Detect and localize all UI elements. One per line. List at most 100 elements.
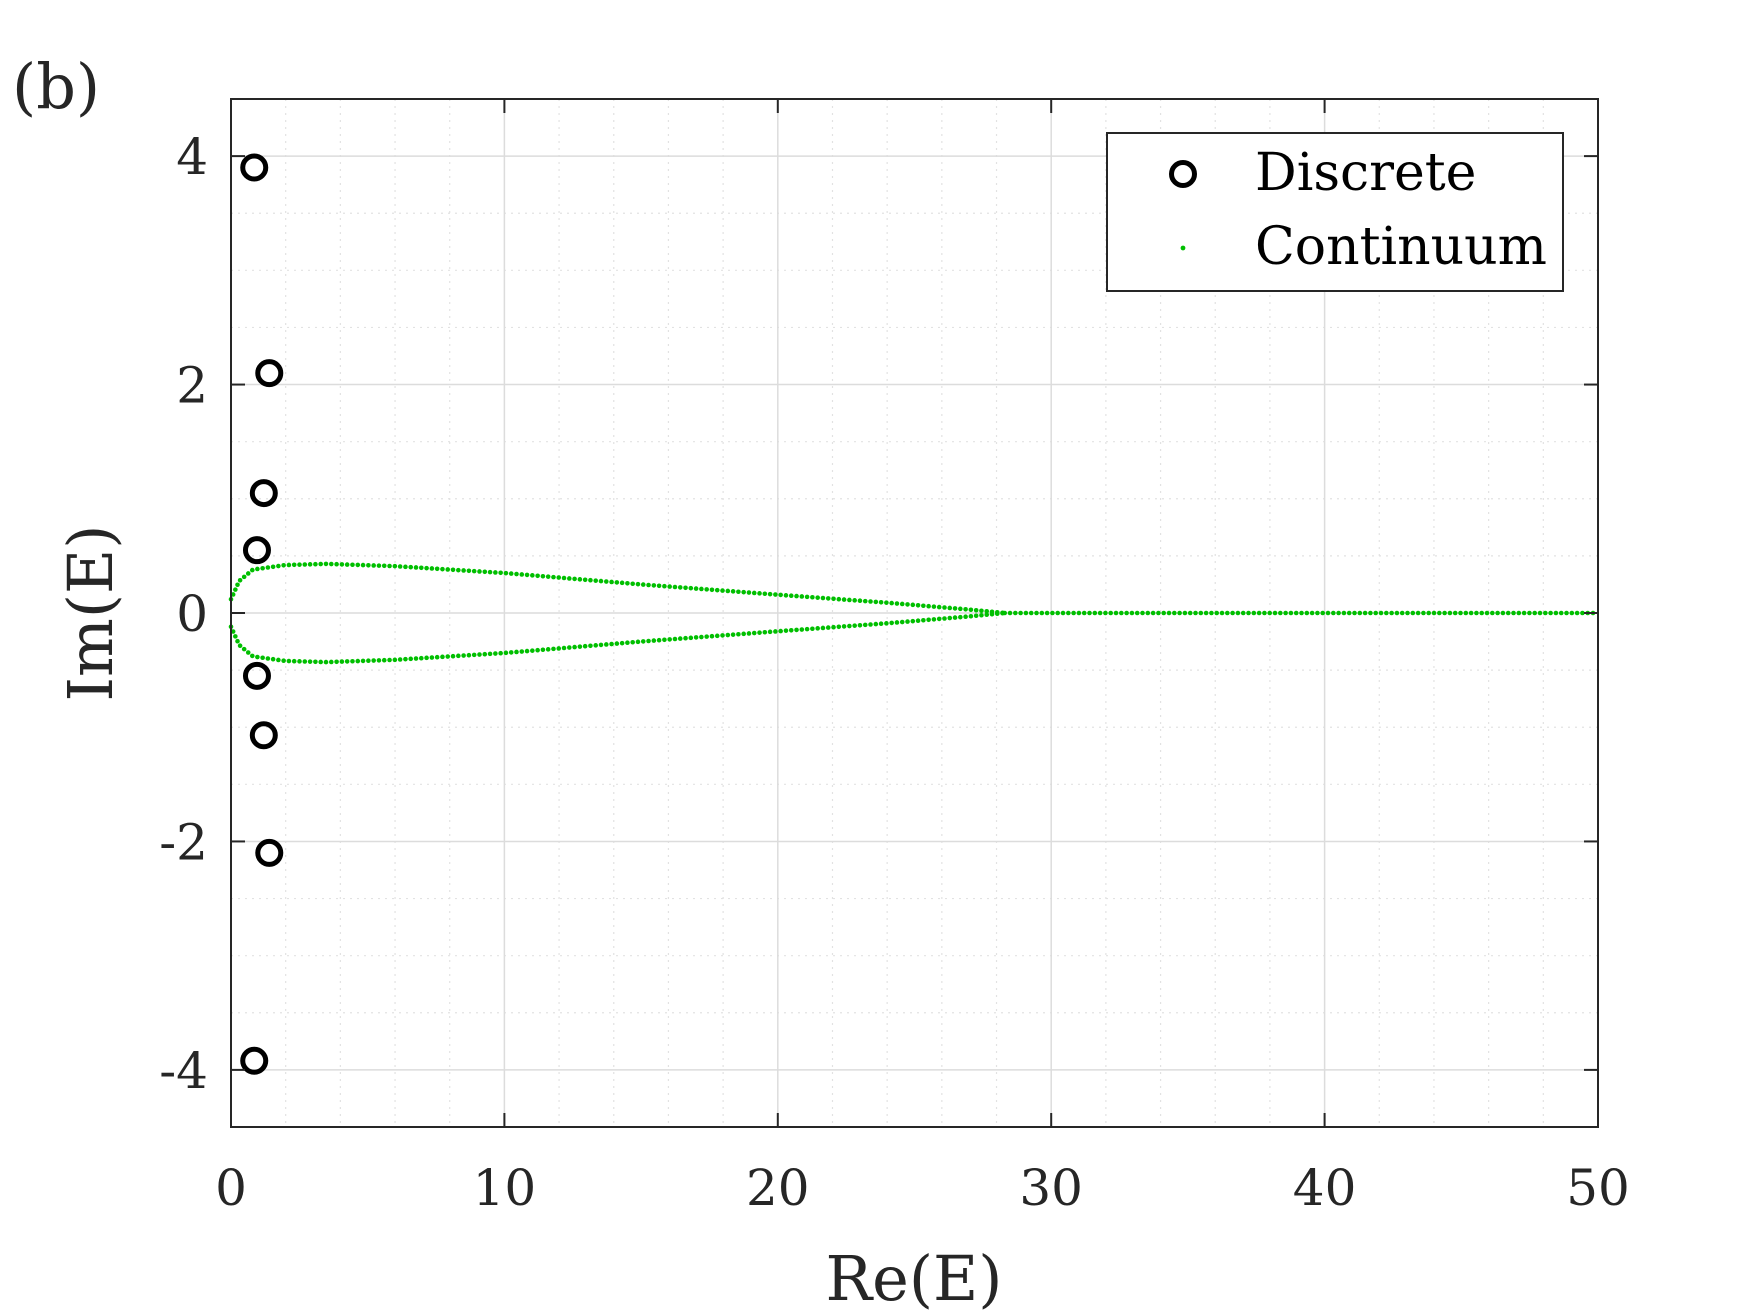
- continuum-point: [241, 574, 247, 580]
- continuum-point: [741, 589, 746, 595]
- continuum-point: [1516, 610, 1522, 616]
- continuum-point: [408, 564, 414, 570]
- continuum-point: [614, 580, 620, 585]
- continuum-point: [466, 568, 472, 574]
- continuum-point: [1235, 610, 1241, 616]
- continuum-point: [751, 590, 757, 596]
- continuum-point: [836, 596, 842, 602]
- continuum-point: [1415, 610, 1421, 616]
- continuum-point: [936, 616, 942, 622]
- continuum-point: [1405, 610, 1410, 616]
- continuum-point: [1044, 610, 1050, 616]
- continuum-point: [852, 598, 857, 603]
- continuum-point: [1129, 610, 1135, 616]
- continuum-point: [276, 657, 281, 663]
- continuum-point: [286, 658, 292, 664]
- continuum-point: [1066, 610, 1071, 616]
- continuum-point: [567, 645, 572, 650]
- continuum-point: [1569, 610, 1575, 616]
- continuum-point: [873, 599, 879, 605]
- continuum-point: [884, 600, 889, 605]
- continuum-point: [1527, 610, 1532, 616]
- continuum-point: [561, 575, 567, 581]
- continuum-point: [857, 598, 863, 604]
- continuum-point: [434, 654, 440, 660]
- continuum-point: [561, 645, 567, 651]
- continuum-point: [1108, 610, 1114, 616]
- continuum-point: [1495, 610, 1500, 616]
- continuum-point: [471, 568, 477, 574]
- continuum-point: [725, 632, 731, 638]
- continuum-point: [450, 653, 456, 659]
- continuum-point: [709, 633, 715, 639]
- continuum-point: [381, 563, 387, 569]
- continuum-point: [699, 634, 704, 640]
- x-tick-label: 50: [1566, 1159, 1630, 1217]
- continuum-point: [762, 629, 768, 635]
- continuum-point: [968, 613, 974, 619]
- continuum-point: [889, 620, 894, 626]
- continuum-point: [297, 562, 302, 567]
- continuum-point: [477, 652, 482, 657]
- continuum-point: [1437, 610, 1442, 616]
- continuum-point: [884, 621, 889, 626]
- continuum-point: [450, 567, 456, 573]
- continuum-point: [456, 567, 461, 573]
- continuum-point: [1373, 610, 1379, 616]
- legend-marker-continuum: [1180, 245, 1186, 251]
- continuum-point: [403, 564, 408, 570]
- y-axis-label: Im(E): [54, 525, 127, 702]
- continuum-point: [508, 571, 514, 576]
- continuum-point: [609, 641, 614, 647]
- continuum-point: [868, 599, 873, 604]
- continuum-point: [408, 656, 414, 662]
- continuum-point: [1034, 610, 1039, 616]
- continuum-point: [250, 567, 255, 573]
- continuum-point: [656, 583, 662, 589]
- continuum-point: [1055, 610, 1061, 616]
- continuum-point: [910, 602, 916, 608]
- continuum-point: [688, 585, 694, 591]
- continuum-point: [635, 581, 641, 587]
- continuum-point: [878, 599, 884, 605]
- continuum-point: [841, 597, 847, 602]
- continuum-point: [503, 650, 509, 656]
- continuum-point: [1145, 610, 1151, 616]
- continuum-point: [572, 576, 577, 582]
- continuum-point: [1193, 610, 1198, 616]
- continuum-point: [1230, 610, 1235, 616]
- continuum-point: [762, 591, 768, 597]
- y-tick-label: 2: [176, 357, 208, 415]
- continuum-point: [233, 587, 238, 592]
- continuum-point: [1214, 610, 1220, 616]
- continuum-point: [456, 653, 461, 659]
- continuum-point: [230, 629, 236, 634]
- legend-label-continuum: Continuum: [1255, 217, 1547, 277]
- continuum-point: [392, 657, 398, 663]
- continuum-point: [545, 647, 551, 652]
- continuum-point: [820, 595, 826, 601]
- continuum-point: [709, 587, 715, 593]
- continuum-point: [1103, 610, 1108, 616]
- continuum-point: [1124, 610, 1129, 616]
- continuum-point: [862, 622, 868, 628]
- continuum-point: [235, 582, 240, 588]
- discrete-point: [255, 359, 284, 388]
- continuum-point: [736, 631, 741, 637]
- continuum-point: [926, 603, 931, 609]
- continuum-point: [1161, 610, 1167, 616]
- continuum-point: [1346, 610, 1352, 616]
- continuum-point: [936, 604, 942, 610]
- legend-box: [1106, 132, 1564, 292]
- continuum-point: [318, 659, 324, 665]
- continuum-point: [1421, 610, 1426, 616]
- continuum-point: [556, 575, 562, 580]
- continuum-point: [757, 591, 762, 596]
- continuum-point: [1240, 610, 1246, 616]
- continuum-point: [281, 563, 286, 568]
- continuum-point: [1293, 610, 1299, 616]
- continuum-point: [979, 608, 984, 614]
- legend-marker-discrete: [1169, 160, 1197, 188]
- continuum-point: [1452, 610, 1458, 616]
- continuum-point: [804, 594, 810, 600]
